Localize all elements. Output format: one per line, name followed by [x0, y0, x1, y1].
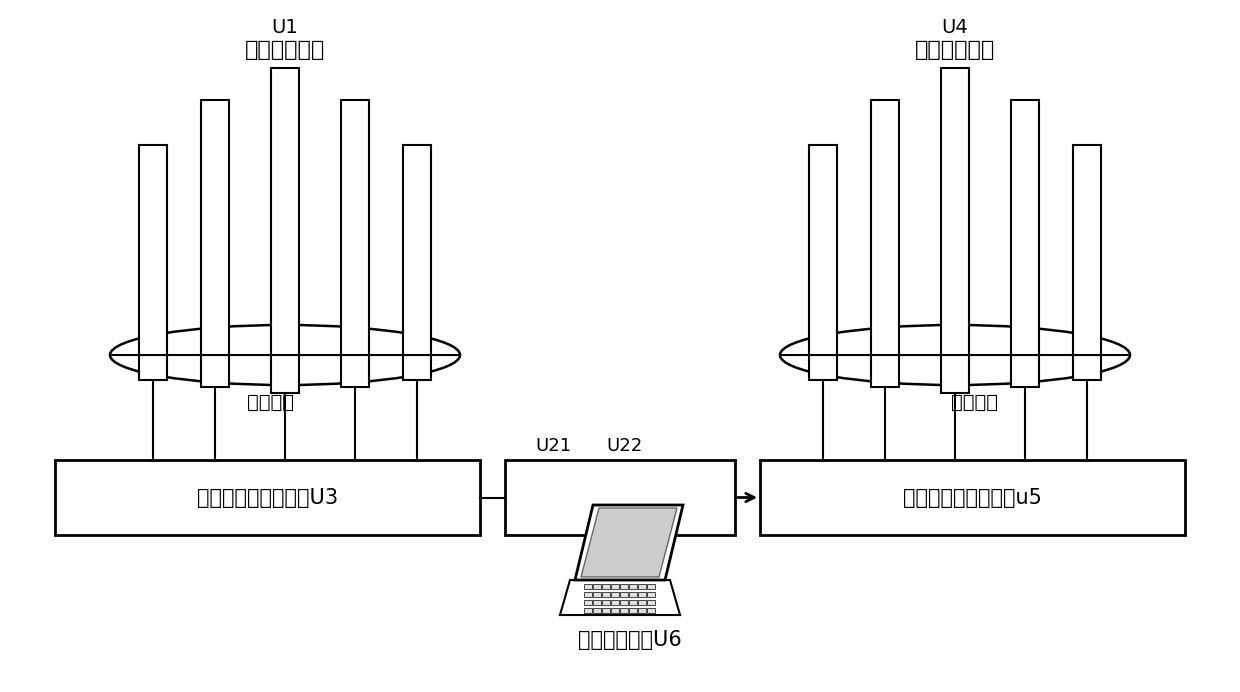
Bar — [610, 608, 619, 613]
Bar — [584, 600, 591, 605]
Bar — [610, 592, 619, 597]
Bar — [620, 600, 627, 605]
Bar — [941, 68, 968, 393]
Bar — [201, 100, 229, 387]
Text: U1: U1 — [272, 18, 299, 37]
Bar — [646, 592, 655, 597]
Bar — [601, 600, 610, 605]
Text: 第二转盘: 第二转盘 — [951, 393, 998, 412]
Text: 宽带矢量信号发生器U3: 宽带矢量信号发生器U3 — [197, 487, 339, 507]
Bar — [620, 584, 627, 589]
Bar — [584, 608, 591, 613]
Bar — [593, 592, 600, 597]
Bar — [629, 600, 636, 605]
Bar — [610, 584, 619, 589]
Text: U4: U4 — [941, 18, 968, 37]
Ellipse shape — [110, 325, 460, 385]
Bar — [646, 600, 655, 605]
Bar — [139, 145, 167, 380]
Bar — [646, 584, 655, 589]
Bar — [870, 100, 899, 387]
Text: 接收天线阵列: 接收天线阵列 — [915, 40, 996, 60]
Text: 宽带矢量信号分析仪u5: 宽带矢量信号分析仪u5 — [903, 487, 1042, 507]
Bar — [584, 584, 591, 589]
Polygon shape — [582, 508, 677, 577]
Bar — [584, 592, 591, 597]
Bar — [1011, 100, 1039, 387]
Bar — [646, 608, 655, 613]
Polygon shape — [560, 580, 680, 615]
Ellipse shape — [780, 325, 1130, 385]
Bar — [629, 608, 636, 613]
Bar — [629, 584, 636, 589]
Bar — [637, 608, 646, 613]
Text: 发射天线阵列: 发射天线阵列 — [244, 40, 325, 60]
Bar — [601, 608, 610, 613]
Bar — [629, 592, 636, 597]
Bar — [637, 592, 646, 597]
Bar — [620, 608, 627, 613]
Bar — [637, 600, 646, 605]
Bar — [808, 145, 837, 380]
Text: 数据获取终端U6: 数据获取终端U6 — [578, 630, 682, 650]
Bar — [601, 592, 610, 597]
Bar — [341, 100, 370, 387]
Bar — [55, 460, 480, 535]
Bar — [403, 145, 432, 380]
Bar — [593, 600, 600, 605]
Bar — [593, 608, 600, 613]
Bar — [593, 584, 600, 589]
Text: U21: U21 — [534, 437, 572, 455]
Bar — [272, 68, 299, 393]
Text: U22: U22 — [606, 437, 644, 455]
Bar — [637, 584, 646, 589]
Bar — [601, 584, 610, 589]
Text: 第一转盘: 第一转盘 — [247, 393, 294, 412]
Bar — [1073, 145, 1101, 380]
Polygon shape — [575, 505, 683, 580]
Bar — [505, 460, 735, 535]
Bar — [620, 592, 627, 597]
Bar — [610, 600, 619, 605]
Bar — [760, 460, 1185, 535]
